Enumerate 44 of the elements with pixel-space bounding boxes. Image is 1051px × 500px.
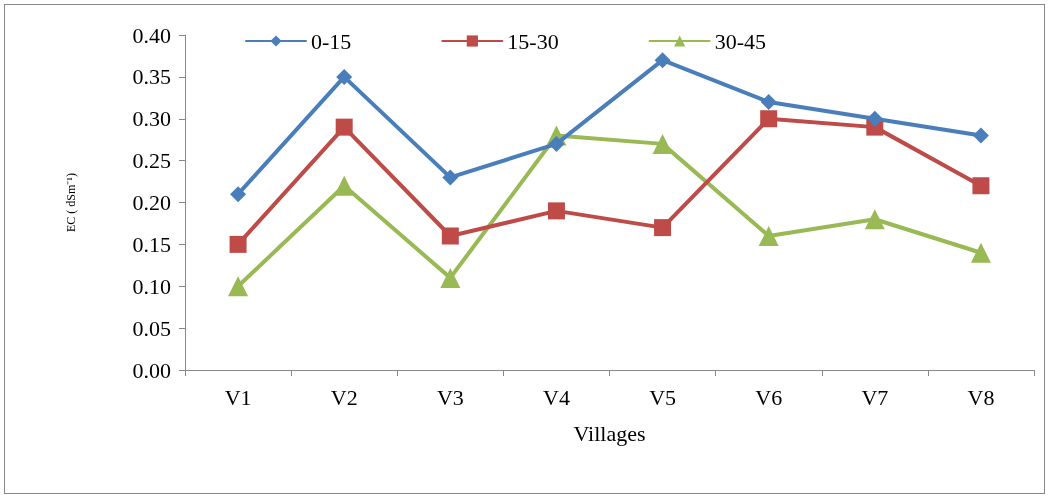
point xyxy=(547,202,565,220)
point xyxy=(652,133,673,154)
x-tick-label: V3 xyxy=(436,384,464,410)
y-axis-title: EC ( dSm⁻¹) xyxy=(64,173,78,232)
x-tick-label: V4 xyxy=(542,384,570,410)
point xyxy=(760,94,777,110)
point xyxy=(654,219,672,237)
x-tick-label: V8 xyxy=(967,384,995,410)
x-axis-title: Villages xyxy=(573,420,646,446)
point xyxy=(548,135,565,152)
point xyxy=(336,68,353,85)
legend-label: 0-15 xyxy=(311,28,352,54)
point xyxy=(228,276,249,297)
point xyxy=(441,227,459,245)
point xyxy=(864,209,885,230)
point xyxy=(760,110,778,128)
point xyxy=(229,235,247,253)
point xyxy=(970,242,991,263)
y-tick-label: 0.20 xyxy=(132,190,171,215)
x-tick-label: V5 xyxy=(649,384,677,410)
y-tick-label: 0.05 xyxy=(132,315,171,341)
point xyxy=(654,52,671,69)
y-tick-label: 0.40 xyxy=(132,22,171,48)
point xyxy=(334,175,355,196)
point xyxy=(230,186,247,203)
point xyxy=(440,267,461,288)
legend-label: 15-30 xyxy=(507,28,559,54)
y-tick-label: 0.35 xyxy=(132,64,171,90)
y-tick-label: 0.30 xyxy=(132,106,171,132)
point xyxy=(972,177,990,195)
y-tick-label: 0.00 xyxy=(132,357,171,383)
point xyxy=(972,127,989,144)
legend-label: 30-45 xyxy=(714,28,766,54)
x-tick-label: V1 xyxy=(224,384,252,410)
y-tick-label: 0.25 xyxy=(132,148,171,174)
x-tick-label: V2 xyxy=(330,384,358,410)
point xyxy=(758,226,779,246)
y-tick-label: 0.15 xyxy=(132,231,171,257)
x-tick-label: V7 xyxy=(861,384,889,410)
y-tick-label: 0.10 xyxy=(132,273,171,299)
point xyxy=(335,118,353,136)
point xyxy=(442,169,459,186)
point xyxy=(866,110,883,127)
x-tick-label: V6 xyxy=(755,384,783,410)
